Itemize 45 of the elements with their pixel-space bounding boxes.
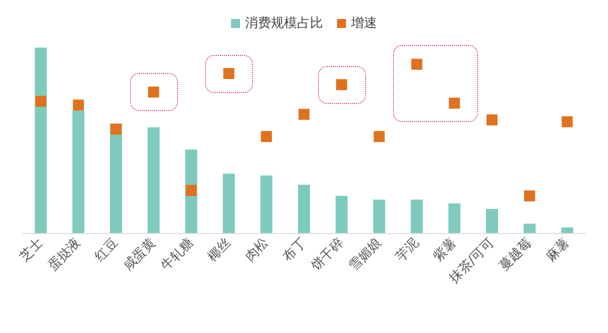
point (35, 96, 46, 107)
bar (298, 184, 310, 233)
bar (110, 124, 122, 233)
x-tick-label: 麻薯 (544, 236, 573, 265)
point (223, 68, 234, 80)
x-tick-label: 雪媚娘 (346, 236, 385, 274)
point (148, 86, 160, 98)
legend-label: 消费规模占比 (245, 16, 323, 31)
point (110, 124, 122, 135)
x-tick-label: 牛轧糖 (158, 236, 197, 274)
bar (72, 110, 84, 233)
bar (561, 227, 574, 233)
point (448, 98, 460, 109)
bar (410, 200, 423, 233)
x-tick-label: 芋泥 (393, 236, 422, 265)
bar (222, 174, 235, 233)
x-tick-label: 蔓越莓 (496, 236, 535, 274)
bar (373, 200, 386, 233)
bar (336, 196, 348, 233)
point (411, 58, 422, 70)
legend-label: 增速 (350, 16, 377, 31)
bar (486, 208, 498, 233)
point (336, 79, 348, 90)
bar (34, 48, 47, 233)
x-tick-label: 红豆 (92, 236, 122, 265)
x-tick-label: 椰丝 (205, 236, 234, 265)
x-tick-label: 紫薯 (430, 236, 460, 265)
x-tick-label: 饼干碎 (308, 236, 347, 275)
bar (148, 127, 160, 233)
x-tick-label: 蛋挞液 (46, 236, 84, 274)
point (72, 100, 84, 111)
bar (260, 176, 272, 233)
x-tick-label: 布丁 (280, 236, 310, 265)
point (524, 190, 536, 202)
point (186, 184, 197, 196)
point (260, 131, 272, 142)
x-tick-label: 咸蛋黄 (120, 236, 159, 274)
point (374, 131, 385, 142)
point (298, 108, 310, 120)
point (486, 114, 498, 126)
bar (448, 203, 460, 233)
point (562, 116, 573, 128)
x-tick-label: 肉松 (242, 236, 272, 265)
x-tick-label: 芝士 (17, 236, 46, 265)
bar (524, 224, 536, 233)
